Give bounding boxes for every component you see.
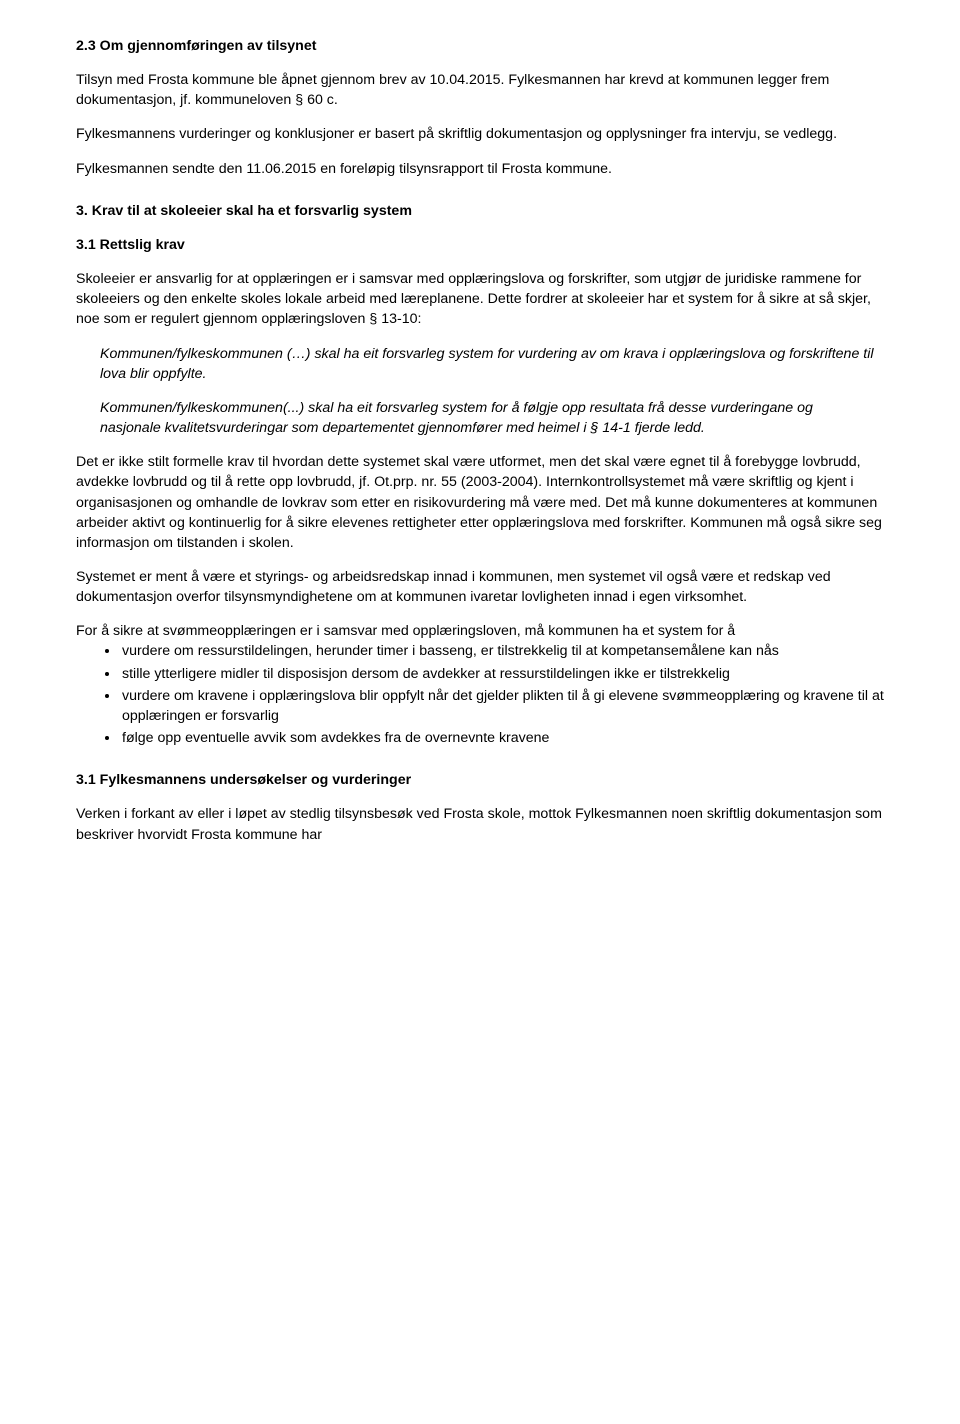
section-2-3-heading: 2.3 Om gjennomføringen av tilsynet: [76, 36, 884, 56]
s3-quote-1: Kommunen/fylkeskommunen (…) skal ha eit …: [100, 344, 876, 384]
section-3-heading: 3. Krav til at skoleeier skal ha et fors…: [76, 201, 884, 221]
list-item: stille ytterligere midler til disposisjo…: [120, 664, 884, 684]
section-3-1b-heading: 3.1 Fylkesmannens undersøkelser og vurde…: [76, 770, 884, 790]
s3-paragraph-2: Det er ikke stilt formelle krav til hvor…: [76, 452, 884, 553]
list-item: vurdere om kravene i opplæringslova blir…: [120, 686, 884, 726]
s3-paragraph-5: Verken i forkant av eller i løpet av ste…: [76, 804, 884, 844]
section-3-1-heading: 3.1 Rettslig krav: [76, 235, 884, 255]
s3-bullet-list: vurdere om ressurstildelingen, herunder …: [76, 641, 884, 748]
list-item: vurdere om ressurstildelingen, herunder …: [120, 641, 884, 661]
s23-paragraph-1: Tilsyn med Frosta kommune ble åpnet gjen…: [76, 70, 884, 110]
s23-paragraph-2: Fylkesmannens vurderinger og konklusjone…: [76, 124, 884, 144]
s3-bullet-intro: For å sikre at svømmeopplæringen er i sa…: [76, 621, 884, 641]
s23-paragraph-3: Fylkesmannen sendte den 11.06.2015 en fo…: [76, 159, 884, 179]
list-item: følge opp eventuelle avvik som avdekkes …: [120, 728, 884, 748]
s3-quote-2: Kommunen/fylkeskommunen(...) skal ha eit…: [100, 398, 876, 438]
s3-paragraph-3: Systemet er ment å være et styrings- og …: [76, 567, 884, 607]
s3-paragraph-1: Skoleeier er ansvarlig for at opplæringe…: [76, 269, 884, 329]
